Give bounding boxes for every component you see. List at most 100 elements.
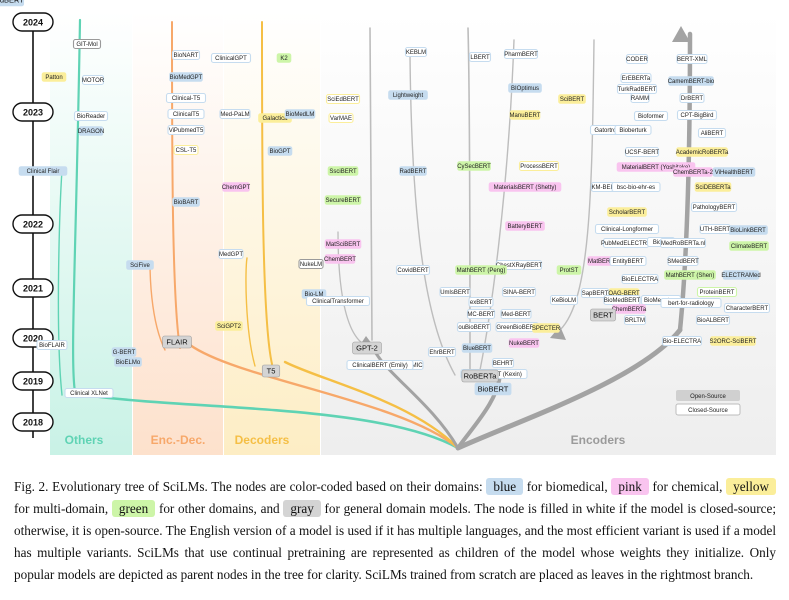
node-g-bert: G-BERT [111, 347, 137, 357]
caption-prefix: Fig. 2. Evolutionary tree of SciLMs. The… [14, 479, 487, 494]
node-label: GIT-Mol [76, 42, 97, 48]
node-label: SPECTER [532, 326, 561, 332]
year-timeline: 2024 2023 2022 2021 2020 2019 2018 [12, 12, 54, 438]
node-med-bert: Med-BERT [500, 308, 532, 320]
node-label: DrBERT [681, 96, 704, 102]
node-processbert: ProcessBERT [518, 160, 560, 172]
node-label: Bioformer [638, 114, 664, 120]
node-label: Bio-LM [304, 292, 323, 298]
node-label: Galactica [262, 116, 288, 122]
node-label: BioMedLM [286, 112, 315, 118]
node-box [491, 357, 515, 369]
node-box [81, 74, 105, 86]
node-label: BERT [593, 311, 613, 320]
node-clinical-flair: Clinical Flair [18, 166, 68, 176]
year-label-2019: 2019 [23, 376, 43, 386]
node-label: UmlsBERT [440, 290, 470, 296]
node-label: Clinical XLNet [70, 391, 108, 397]
branch-others-left [57, 169, 63, 396]
node-bioalbert: BioALBERT [695, 314, 731, 326]
node-label: ChemGPT [222, 185, 251, 191]
band-others [50, 12, 132, 455]
node-box [549, 294, 579, 306]
band-label-decoders: Decoders [235, 433, 290, 447]
node-box [505, 221, 545, 231]
caption-text-5: for general domain models. The node is f… [14, 501, 777, 582]
node-box [427, 346, 457, 358]
column-bands: Others Enc.-Dec. Decoders Encoders [50, 12, 776, 455]
year-label-2023: 2023 [23, 107, 43, 117]
node-label: CySecBERT [457, 164, 491, 170]
node-medgpt: MedGPT [218, 248, 244, 260]
node-label: MaterialBERT (Yoshitake) [622, 165, 691, 171]
node-label: T5 [267, 367, 276, 376]
branch-decoders-left [245, 257, 256, 367]
node-label: LBERT [470, 55, 490, 61]
band-enc-dec [133, 12, 223, 455]
node-scideberta: SciDEBERTa [694, 182, 732, 192]
node-box [630, 92, 650, 104]
node-materialsbert-shetty: MaterialsBERT (Shetty) [488, 182, 562, 192]
model-nodes: GIT-Mol Patton MOTOR BioReader DRAGON Clinica… [0, 0, 771, 399]
node-box [439, 286, 471, 298]
node-label: MathBERT (Shen) [666, 273, 715, 279]
node-git-mol: GIT-Mol [72, 38, 102, 50]
node-box [624, 146, 660, 158]
node-label: BlueBERT [463, 346, 491, 352]
node-box [162, 335, 192, 349]
node-bioelectra: BioELECTRA [621, 273, 659, 285]
node-turkradbert: TurkRadBERT [616, 83, 658, 95]
node-entitybert: EntityBERT [609, 255, 647, 267]
node-label: Patton [45, 75, 62, 81]
node-label: VarMAE [330, 116, 352, 122]
node-label: SciDEBERTa [695, 185, 731, 191]
branch-encdec-trunk [188, 343, 460, 450]
node-box [456, 321, 492, 333]
node-box [457, 161, 491, 171]
branch-others-main [72, 18, 82, 394]
node-pathologybert: PathologyBERT [690, 201, 738, 213]
node-label: BERT-XML [677, 57, 708, 63]
branch-scratch-trunk [455, 327, 683, 451]
node-bioptimus: BIOptimus [508, 83, 542, 93]
node-label: Med-PaLM [220, 112, 249, 118]
node-csl-t5: CSL-T5 [173, 144, 199, 156]
node-box [399, 166, 427, 176]
node-label: CamemBERT-bio [668, 79, 715, 85]
node-exbert: exBERT [468, 296, 494, 308]
node-label: SsciBERT [329, 169, 357, 175]
node-pharmbert: PharmBERT [503, 48, 538, 60]
node-box [500, 308, 532, 320]
node-box [694, 182, 732, 192]
node-specter: SPECTER [532, 323, 561, 333]
evolutionary-tree-diagram: Others Enc.-Dec. Decoders Encoders 2024 2023… [0, 0, 776, 455]
node-box [72, 38, 102, 50]
node-kebiolm: KeBioLM [549, 294, 579, 306]
node-box [532, 323, 560, 333]
node-label: CSL-T5 [176, 148, 197, 154]
caption-text-2: for chemical, [648, 479, 723, 494]
node-box [474, 382, 512, 396]
node-label: AliBERT [701, 131, 724, 137]
node-box [580, 287, 610, 299]
node-covidbert: CovidBERT [395, 264, 431, 276]
node-box [324, 254, 356, 264]
node-label: K2 [280, 56, 288, 62]
node-chemberta-2: ChemBERTa-2 [673, 167, 714, 177]
node-bioflair: BioFLAIR [36, 339, 68, 351]
node-academicroberta: AcademicRoBERTa [676, 147, 729, 157]
node-label: BioELMo [116, 360, 141, 366]
node-box [611, 181, 661, 193]
node-label: PubMedBERT [0, 0, 24, 5]
node-label: Gatortron [594, 128, 619, 134]
node-label: CovidBERT [397, 268, 429, 274]
node-chembert: ChemBERT [324, 254, 356, 264]
node-label: MOTOR [82, 78, 105, 84]
node-coder: CODER [625, 53, 648, 65]
node-label: ProcessBERT [520, 164, 558, 170]
node-characterbert: CharacterBERT [723, 302, 771, 314]
node-label: ouBioBERT [458, 325, 490, 331]
node-label: BioBART [174, 200, 199, 206]
node-label: MathBERT (Peng) [457, 268, 506, 274]
node-label: BioFLAIR [39, 343, 65, 349]
